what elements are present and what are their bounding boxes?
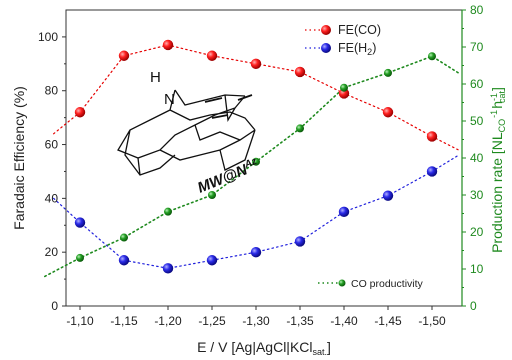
x-tick-label: -1,20: [154, 314, 182, 328]
series-1-point: [426, 166, 438, 177]
series-1-point: [382, 190, 394, 201]
series-0-point: [382, 107, 394, 118]
right-tick-label: 20: [470, 225, 484, 239]
series-2-point: [120, 233, 128, 242]
molecule-bonds: [117, 89, 256, 176]
series-1-point: [162, 263, 174, 274]
series-points: [74, 39, 438, 274]
right-tick-label: 0: [470, 299, 477, 313]
x-tick-label: -1,40: [330, 314, 358, 328]
molecule-inset: [117, 89, 256, 176]
series-2-point: [252, 157, 260, 166]
series-2-point: [428, 52, 436, 61]
right-tick-label: 80: [470, 3, 484, 17]
legend-fe-h2-marker: [321, 43, 331, 53]
molecule-atom-h: H: [150, 69, 161, 86]
series-2-point: [208, 191, 216, 199]
left-tick-label: 80: [45, 84, 59, 98]
tick-labels: 0 20 40 60 80 100 0 10 20 30 40 50 60 70 80 -1,10 -1,15 -…: [38, 3, 484, 328]
x-axis-title: E / V [Ag|AgCl|KClsat.]: [197, 339, 331, 357]
series-1-point: [338, 206, 350, 218]
series-2-point: [340, 83, 348, 92]
series-1-point: [206, 255, 218, 266]
series-0-point: [74, 107, 86, 118]
series-2-point: [164, 207, 172, 216]
left-tick-label: 60: [45, 138, 59, 152]
legend-co-prod-marker: [338, 279, 346, 287]
legend-top: FE(CO) FE(H2): [305, 23, 381, 57]
x-tick-label: -1,15: [110, 314, 138, 328]
legend-bottom: CO productivity: [318, 278, 424, 290]
right-tick-label: 10: [470, 262, 484, 276]
right-tick-label: 70: [470, 40, 484, 54]
series-1-point: [250, 246, 262, 258]
legend-co-prod-label: CO productivity: [351, 278, 424, 290]
left-tick-label: 20: [45, 245, 59, 259]
series-0-point: [294, 66, 306, 78]
right-tick-label: 30: [470, 188, 484, 202]
series-0-point: [250, 58, 262, 70]
legend-fe-co-marker: [321, 25, 331, 35]
x-tick-label: -1,50: [418, 314, 446, 328]
series-2-point: [384, 68, 392, 77]
x-tick-label: -1,30: [242, 314, 270, 328]
axis-ticks: [62, 9, 466, 310]
x-tick-label: -1,25: [198, 314, 226, 328]
left-tick-label: 40: [45, 191, 59, 205]
molecule-label: MW@NAz: [195, 156, 261, 197]
series-line-1: [52, 154, 459, 269]
legend-fe-h2-label: FE(H2): [338, 41, 376, 57]
series-0-point: [118, 50, 130, 61]
molecule-atom-n: N: [164, 91, 175, 108]
x-tick-label: -1,10: [66, 314, 94, 328]
right-axis-title: Production rate [NLCO-1h-1cat]: [489, 87, 507, 253]
series-1-point: [294, 236, 306, 247]
series-2-point: [76, 253, 84, 262]
series-0-point: [426, 131, 438, 142]
series-1-point: [118, 255, 130, 266]
right-tick-label: 40: [470, 151, 484, 165]
legend-fe-co-label: FE(CO): [338, 23, 381, 37]
series-0-point: [338, 88, 350, 99]
series-0-point: [206, 50, 218, 61]
series-1-point: [74, 217, 86, 228]
x-tick-label: -1,35: [286, 314, 314, 328]
x-tick-label: -1,45: [374, 314, 402, 328]
left-axis-title: Faradaic Efficiency (%): [11, 86, 27, 230]
right-tick-label: 60: [470, 77, 484, 91]
series-0-point: [162, 39, 174, 51]
right-tick-label: 50: [470, 114, 484, 128]
left-tick-label: 100: [38, 30, 58, 44]
left-tick-label: 0: [51, 299, 58, 313]
molecule-double-bond: [204, 94, 253, 119]
series-2-point: [296, 124, 304, 133]
